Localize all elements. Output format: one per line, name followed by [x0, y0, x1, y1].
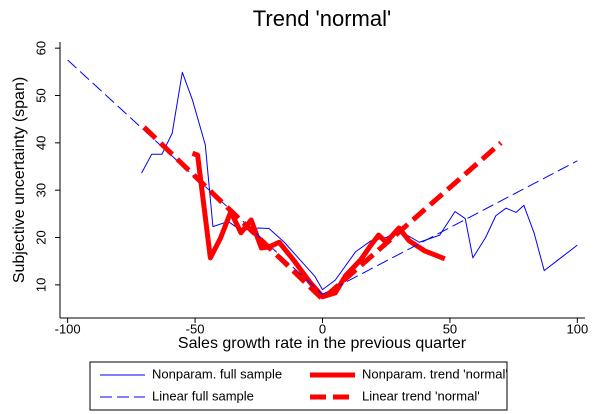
x-tick-label: 50: [443, 321, 457, 336]
y-tick-label: 20: [33, 230, 48, 244]
x-tick-label: 100: [567, 321, 589, 336]
legend-label: Nonparam. full sample: [152, 366, 282, 381]
y-axis-label: Subjective uncertainty (span): [11, 77, 28, 283]
legend-label: Linear trend 'normal': [362, 388, 480, 403]
legend-label: Nonparam. trend 'normal': [362, 366, 508, 381]
x-axis-label: Sales growth rate in the previous quarte…: [178, 335, 467, 352]
y-tick-label: 10: [33, 278, 48, 292]
y-tick-label: 40: [33, 136, 48, 150]
x-tick-label: -100: [55, 321, 81, 336]
y-tick-label: 30: [33, 183, 48, 197]
y-tick-label: 60: [33, 41, 48, 55]
x-tick-label: 0: [319, 321, 326, 336]
series-line: [142, 125, 503, 302]
legend: [89, 361, 508, 411]
legend-label: Linear full sample: [152, 388, 254, 403]
series-line: [141, 71, 578, 291]
series-line: [67, 59, 578, 295]
chart-title: Trend 'normal': [253, 6, 391, 31]
x-tick-label: -50: [186, 321, 205, 336]
y-tick-label: 50: [33, 88, 48, 102]
